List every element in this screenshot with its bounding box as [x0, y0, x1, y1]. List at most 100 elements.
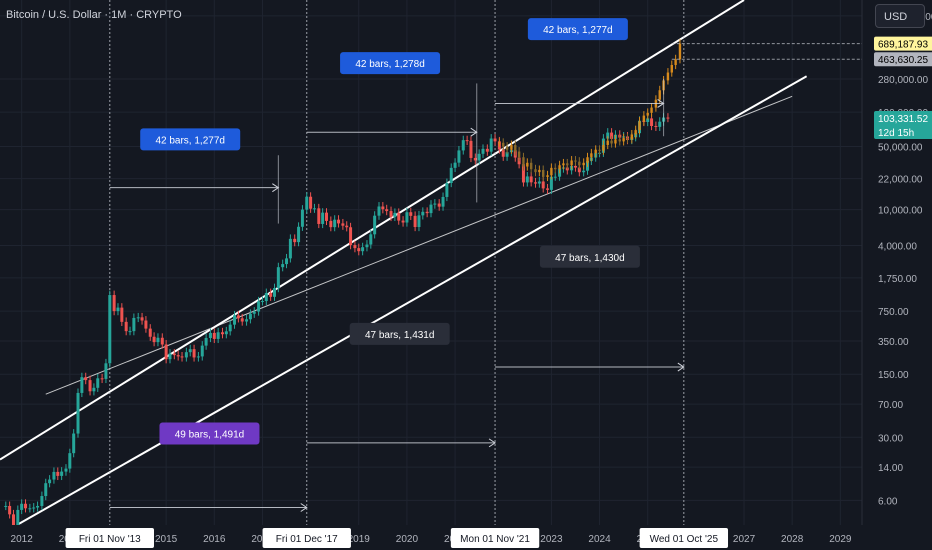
history-candle-54 — [220, 332, 224, 335]
history-candle-57 — [233, 315, 237, 325]
time-tick-3: 2016 — [203, 534, 226, 545]
history-candle-63 — [257, 301, 261, 312]
history-candle-93 — [377, 206, 381, 216]
history-candle-87 — [353, 245, 357, 249]
history-candle-105 — [425, 211, 429, 214]
time-tick-12: 2028 — [781, 534, 804, 545]
cycle-date-lines — [109, 0, 685, 525]
projection-candle-35 — [638, 121, 641, 131]
history-candle-25 — [104, 363, 108, 379]
history-candle-85 — [345, 225, 349, 228]
trend-channel[interactable] — [0, 0, 808, 526]
history-candle-79 — [321, 212, 325, 224]
price-tick-11: 50,000.00 — [878, 143, 923, 154]
history-candle-32 — [132, 317, 136, 332]
projection-candle-4 — [514, 144, 517, 152]
history-candle-76 — [309, 196, 313, 209]
history-candle-161 — [650, 118, 654, 127]
history-candle-3 — [16, 509, 20, 525]
projection-candle-6 — [522, 157, 525, 167]
channel-lower-line — [16, 75, 808, 526]
price-label-bg-2 — [874, 111, 932, 140]
projection-candle-12 — [546, 175, 549, 177]
date-marker-bg-0 — [65, 528, 154, 548]
history-candle-132 — [533, 182, 537, 184]
history-candle-104 — [421, 211, 425, 216]
price-axis-bg — [862, 0, 932, 550]
date-marker-1: Fri 01 Dec '17 — [276, 534, 338, 545]
history-candle-106 — [429, 204, 433, 214]
history-candle-5 — [24, 503, 28, 509]
history-candle-100 — [405, 212, 409, 223]
history-candle-35 — [144, 320, 148, 329]
candles — [4, 113, 670, 530]
projection-candle-17 — [566, 163, 569, 166]
time-tick-2: 2015 — [155, 534, 178, 545]
history-candle-70 — [285, 258, 289, 265]
projection-candle-28 — [610, 140, 613, 144]
projection-candle-22 — [586, 157, 589, 163]
history-candle-29 — [120, 307, 124, 322]
projection-candle-8 — [529, 162, 533, 170]
history-candle-62 — [252, 311, 256, 314]
history-candle-124 — [501, 149, 505, 157]
projection-candle-37 — [646, 112, 649, 116]
history-candle-81 — [329, 220, 333, 228]
measure-badge-1 — [340, 52, 441, 75]
history-candle-65 — [264, 293, 268, 302]
measure-badge-2 — [527, 18, 628, 41]
history-candle-40 — [164, 344, 168, 360]
history-candle-78 — [317, 208, 321, 224]
projection-candles — [498, 39, 682, 182]
history-candle-4 — [20, 503, 24, 510]
measure-label-1: 42 bars, 1,278d — [355, 59, 425, 70]
time-tick-0: 2012 — [11, 534, 34, 545]
history-candle-64 — [260, 301, 264, 303]
history-candle-77 — [312, 208, 316, 210]
history-candle-74 — [300, 209, 304, 227]
history-candle-120 — [485, 148, 489, 152]
history-candle-99 — [401, 220, 405, 223]
history-candle-101 — [409, 212, 413, 216]
measure-label-3: 49 bars, 1,491d — [175, 430, 245, 441]
projection-candle-27 — [606, 140, 609, 145]
history-candle-43 — [176, 355, 180, 357]
history-candle-18 — [76, 392, 80, 434]
date-marker-2: Mon 01 Nov '21 — [460, 534, 530, 545]
projection-candle-24 — [594, 149, 597, 154]
history-candle-51 — [208, 332, 212, 338]
history-candle-115 — [465, 140, 469, 142]
history-candle-53 — [216, 332, 220, 339]
time-axis[interactable]: 2012201320152016201720192020202120232024… — [0, 525, 932, 550]
price-tick-0: 6.00 — [878, 496, 898, 507]
history-candle-143 — [577, 167, 581, 173]
history-candle-137 — [553, 176, 557, 178]
history-candle-38 — [156, 337, 160, 343]
price-tick-1: 14.00 — [878, 463, 903, 474]
history-candle-44 — [180, 356, 184, 358]
price-tick-9: 10,000.00 — [878, 206, 923, 217]
history-candle-107 — [433, 203, 437, 205]
channel-upper-line — [0, 0, 745, 461]
measurement-tools[interactable]: 42 bars, 1,277d 42 bars, 1,278d 42 bars, 1… — [109, 18, 685, 512]
history-candle-84 — [341, 223, 345, 226]
time-tick-5: 2019 — [348, 534, 371, 545]
history-candle-30 — [124, 321, 128, 332]
history-candle-8 — [36, 505, 40, 508]
history-candle-14 — [60, 471, 64, 476]
history-candle-22 — [92, 387, 96, 392]
projection-candle-45 — [678, 43, 682, 60]
currency-button[interactable]: USD — [875, 4, 925, 28]
history-candle-12 — [52, 471, 56, 480]
history-candle-45 — [184, 352, 188, 358]
price-tick-7: 1,750.00 — [878, 274, 917, 285]
symbol-title: Bitcoin / U.S. Dollar · 1M · CRYPTO — [6, 9, 182, 21]
price-tick-6: 750.00 — [878, 307, 909, 318]
history-candle-92 — [373, 215, 377, 235]
projection-candle-2 — [505, 146, 509, 150]
history-candle-15 — [64, 468, 68, 472]
channel-mid-line — [45, 95, 793, 395]
history-candle-68 — [276, 267, 280, 289]
history-candle-41 — [168, 353, 172, 360]
